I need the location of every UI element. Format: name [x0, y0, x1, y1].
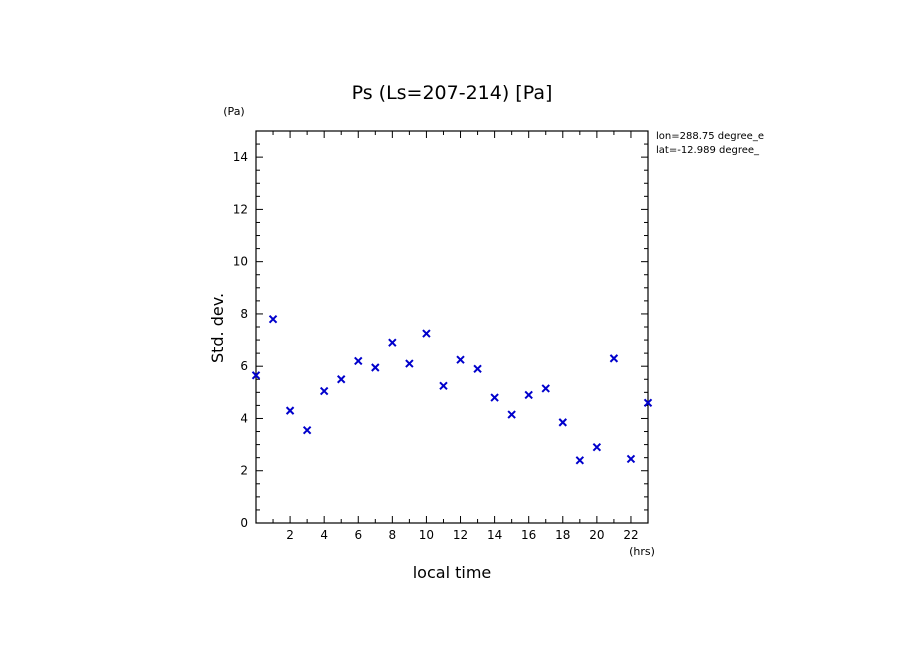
x-unit-label: (hrs): [629, 545, 655, 558]
tick-labels: 2 4 6 8 10 12 14 16 18 20 22 0 2 4 6 8 10 12 14: [233, 150, 639, 542]
x-tick-label: 2: [286, 528, 294, 542]
lat-annotation: lat=-12.989 degree_: [656, 145, 760, 156]
data-point: [302, 426, 312, 435]
data-point: [643, 398, 653, 407]
data-point: [507, 410, 516, 419]
x-tick-label: 12: [453, 528, 468, 542]
y-tick-label: 12: [233, 202, 248, 216]
x-tick-label: 16: [521, 528, 536, 542]
x-tick-label: 4: [320, 528, 328, 542]
y-tick-label: 10: [233, 255, 248, 269]
data-point: [388, 338, 397, 347]
data-point: [439, 381, 448, 391]
data-point: [251, 371, 261, 380]
lon-annotation: lon=288.75 degree_e: [656, 131, 764, 142]
y-tick-label: 0: [240, 516, 248, 530]
x-tick-label: 14: [487, 528, 502, 542]
data-point: [609, 354, 619, 363]
y-tick-label: 4: [240, 411, 248, 425]
data-point: [285, 406, 295, 415]
data-point: [558, 418, 567, 427]
y-tick-label: 2: [240, 464, 248, 478]
data-point: [592, 443, 602, 452]
data-point: [319, 386, 329, 396]
data-point: [405, 359, 414, 368]
data-point: [268, 314, 278, 324]
data-point: [541, 384, 550, 393]
x-tick-label: 18: [555, 528, 570, 542]
data-point: [575, 456, 585, 465]
y-tick-label: 14: [233, 150, 248, 164]
chart-title: Ps (Ls=207-214) [Pa]: [352, 82, 553, 104]
plot-frame: [255, 130, 649, 524]
data-point: [524, 390, 533, 400]
axis-ticks: [255, 130, 649, 524]
y-tick-label: 8: [240, 307, 248, 321]
x-tick-label: 22: [623, 528, 638, 542]
data-point: [422, 329, 431, 338]
data-point: [456, 355, 465, 364]
y-tick-label: 6: [240, 359, 248, 373]
x-tick-label: 10: [419, 528, 434, 542]
x-tick-label: 6: [354, 528, 362, 542]
data-points: [251, 314, 653, 465]
y-axis-title: Std. dev.: [208, 293, 227, 363]
data-point: [337, 375, 346, 384]
x-tick-label: 8: [389, 528, 397, 542]
data-point: [371, 363, 380, 372]
y-unit-label: (Pa): [223, 105, 244, 118]
x-axis-title: local time: [413, 563, 492, 582]
data-point: [473, 364, 482, 374]
data-point: [626, 454, 636, 464]
data-point: [490, 393, 499, 402]
data-point: [354, 356, 363, 366]
x-tick-label: 20: [589, 528, 604, 542]
